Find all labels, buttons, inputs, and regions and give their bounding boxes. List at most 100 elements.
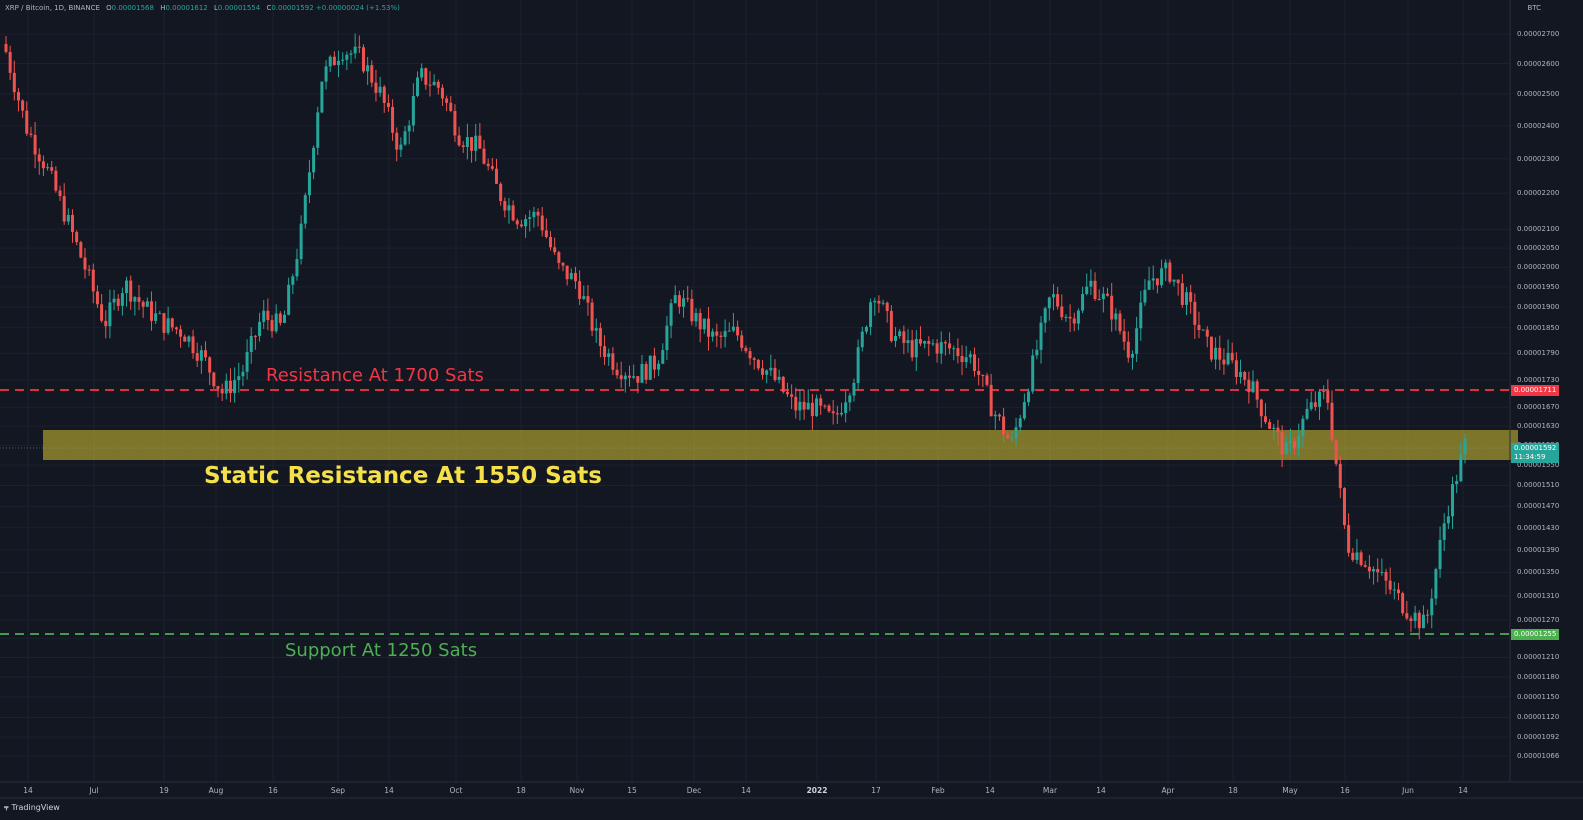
candle-down	[1230, 352, 1234, 361]
support-price-tag: 0.00001255	[1511, 629, 1560, 640]
candle-down	[948, 343, 952, 349]
last-price-tag: 0.00001592 11:34:59	[1511, 443, 1560, 463]
candle-down	[79, 242, 83, 258]
candle-up	[258, 321, 262, 337]
candle-up	[282, 314, 286, 323]
support-annotation[interactable]: Support At 1250 Sats	[285, 640, 478, 661]
candle-up	[661, 350, 665, 364]
static-resistance-zone	[43, 430, 1518, 460]
time-tick-label: 18	[516, 786, 526, 795]
candle-up	[1135, 328, 1139, 354]
resistance-annotation[interactable]: Resistance At 1700 Sats	[266, 365, 484, 386]
candle-down	[1293, 441, 1297, 448]
candle-up	[1172, 279, 1176, 282]
candle-down	[549, 236, 553, 248]
high-value: 0.00001612	[165, 4, 208, 12]
time-tick-label: Jul	[89, 786, 99, 795]
candle-down	[1263, 416, 1267, 422]
candle-down	[628, 375, 632, 378]
candle-up	[723, 331, 727, 337]
candle-up	[594, 328, 598, 331]
candle-up	[844, 402, 848, 413]
candle-down	[1276, 427, 1280, 433]
candle-up	[777, 376, 781, 380]
footer-branding[interactable]: ⫧ TradingView	[4, 803, 60, 813]
candle-up	[249, 335, 253, 353]
time-tick-label: 14	[985, 786, 995, 795]
candle-down	[170, 318, 174, 328]
candle-up	[199, 350, 203, 361]
candle-up	[731, 326, 735, 331]
candle-up	[237, 376, 241, 381]
candle-down	[4, 43, 8, 52]
price-tick-label: 0.00001630	[1517, 422, 1560, 431]
time-tick-label: 19	[159, 786, 169, 795]
candle-up	[1027, 391, 1031, 403]
candle-down	[1122, 331, 1126, 342]
candle-down	[95, 291, 99, 305]
candle-down	[636, 376, 640, 383]
candle-down	[619, 375, 623, 380]
candle-down	[270, 320, 274, 332]
bar-countdown: 11:34:59	[1514, 453, 1546, 461]
candle-up	[1139, 302, 1143, 329]
candle-up	[1114, 313, 1118, 320]
price-tick-label: 0.00001550	[1517, 461, 1560, 470]
time-tick-label: 14	[1096, 786, 1106, 795]
candle-up	[291, 276, 295, 285]
static-resistance-annotation[interactable]: Static Resistance At 1550 Sats	[204, 463, 602, 489]
candle-down	[470, 137, 474, 151]
candle-down	[557, 252, 561, 263]
candle-down	[149, 301, 153, 321]
candle-up	[898, 331, 902, 337]
candle-down	[677, 295, 681, 307]
candle-down	[1072, 318, 1076, 324]
candle-down	[62, 196, 66, 222]
close-value: 0.00001592	[271, 4, 314, 12]
candle-up	[1010, 438, 1014, 440]
candle-up	[1463, 438, 1467, 455]
symbol-title[interactable]: XRP / Bitcoin, 1D, BINANCE	[5, 4, 100, 12]
currency-label[interactable]: BTC	[1527, 4, 1541, 12]
time-tick-label: May	[1282, 786, 1298, 795]
candle-down	[1401, 593, 1405, 614]
candle-up	[366, 65, 370, 72]
candle-up	[262, 310, 266, 322]
candle-down	[87, 269, 91, 271]
candle-down	[457, 135, 461, 146]
candle-up	[312, 147, 316, 173]
candle-up	[378, 86, 382, 93]
candle-down	[706, 318, 710, 337]
candle-up	[416, 77, 420, 97]
candle-up	[1446, 516, 1450, 524]
candle-down	[395, 132, 399, 150]
time-tick-label: Sep	[330, 786, 346, 795]
time-tick-label: Dec	[686, 786, 702, 795]
candle-down	[877, 300, 881, 304]
candle-up	[1081, 294, 1085, 311]
symbol-legend[interactable]: XRP / Bitcoin, 1D, BINANCE O0.00001568 H…	[5, 4, 400, 12]
candle-down	[652, 355, 656, 370]
candle-up	[233, 380, 237, 394]
candle-down	[565, 265, 569, 280]
candle-down	[1155, 278, 1159, 286]
candle-up	[665, 325, 669, 351]
candle-down	[603, 346, 607, 358]
candle-down	[935, 343, 939, 354]
candle-down	[141, 301, 145, 307]
time-tick-label: 14	[384, 786, 394, 795]
candle-up	[1318, 391, 1322, 407]
candle-down	[519, 224, 523, 227]
candle-up	[939, 342, 943, 354]
candle-down	[1367, 566, 1371, 572]
candle-up	[528, 217, 532, 219]
candle-up	[1047, 297, 1051, 309]
candle-down	[71, 214, 75, 233]
price-tick-label: 0.00002500	[1517, 90, 1560, 98]
candle-down	[1068, 316, 1072, 319]
price-tick-label: 0.00001670	[1517, 403, 1560, 412]
candle-down	[956, 348, 960, 357]
candle-up	[582, 296, 586, 299]
close-label: C	[266, 4, 272, 12]
